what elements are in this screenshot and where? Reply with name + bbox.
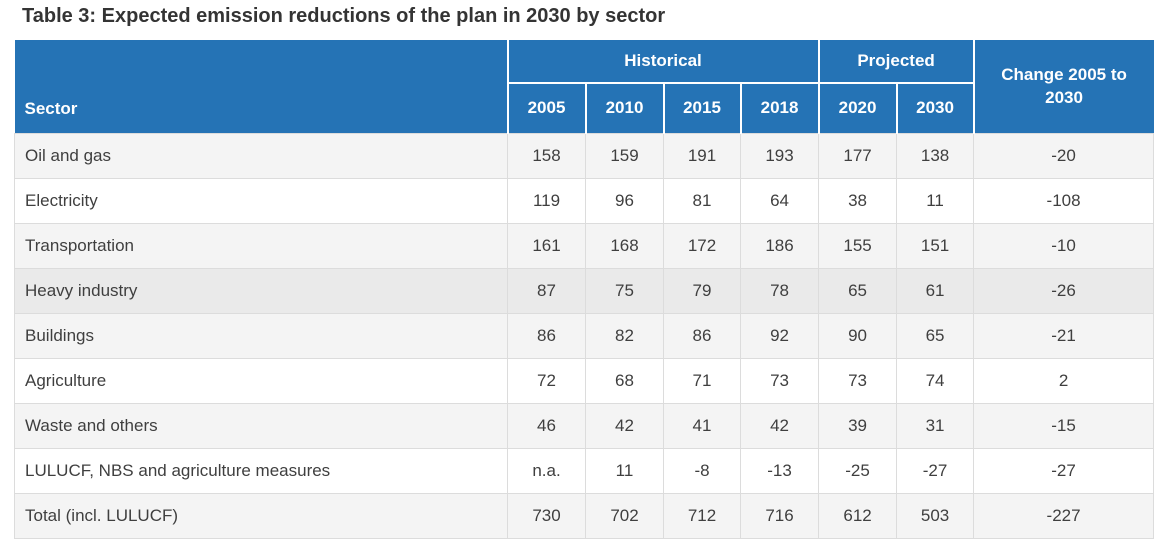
table-row: Heavy industry 87 75 79 78 65 61 -26 [14, 267, 1155, 314]
header-year-2018: 2018 [740, 83, 820, 133]
value-cell: 702 [585, 492, 664, 539]
value-cell: 612 [818, 492, 898, 539]
header-year-2015: 2015 [663, 83, 742, 133]
header-year-2030: 2030 [896, 83, 975, 133]
value-cell: 191 [663, 132, 741, 179]
value-cell: 177 [818, 132, 898, 179]
value-cell: 168 [585, 222, 664, 269]
value-cell: 138 [896, 132, 975, 179]
table-body: Oil and gas 158 159 191 193 177 138 -20 Electric… [14, 132, 1155, 539]
value-cell: 712 [663, 492, 741, 539]
value-cell: 161 [507, 222, 586, 269]
value-cell: -21 [973, 312, 1155, 359]
header-group-projected: Projected [818, 40, 975, 84]
sector-cell: LULUCF, NBS and agriculture measures [14, 447, 508, 494]
value-cell: 65 [818, 267, 898, 314]
value-cell: 2 [973, 357, 1155, 404]
page: Table 3: Expected emission reductions of… [14, 5, 1155, 539]
value-cell: -26 [973, 267, 1155, 314]
value-cell: 81 [663, 177, 741, 224]
value-cell: -13 [739, 447, 820, 494]
value-cell: 72 [507, 357, 586, 404]
value-cell: 158 [507, 132, 586, 179]
table-title: Table 3: Expected emission reductions of… [22, 5, 666, 27]
value-cell: 730 [507, 492, 586, 539]
value-cell: 42 [585, 402, 664, 449]
value-cell: 186 [739, 222, 820, 269]
value-cell: 86 [663, 312, 741, 359]
header-change-2005-2030: Change 2005 to 2030 [973, 40, 1154, 133]
header-year-2005: 2005 [507, 83, 587, 133]
sector-cell: Electricity [14, 177, 508, 224]
value-cell: 503 [896, 492, 975, 539]
value-cell: 42 [739, 402, 820, 449]
header-year-row: 2005 2010 2015 2018 2020 2030 [15, 83, 1154, 133]
value-cell: 86 [507, 312, 586, 359]
value-cell: 82 [585, 312, 664, 359]
value-cell: -227 [973, 492, 1155, 539]
table-row: Electricity 119 96 81 64 38 11 -108 [14, 177, 1155, 224]
value-cell: -15 [973, 402, 1155, 449]
value-cell: 79 [663, 267, 741, 314]
value-cell: -20 [973, 132, 1155, 179]
value-cell: 172 [663, 222, 741, 269]
value-cell: 11 [896, 177, 975, 224]
value-cell: 73 [739, 357, 820, 404]
sector-cell: Heavy industry [14, 267, 508, 314]
value-cell: 74 [896, 357, 975, 404]
emissions-table: Sector Historical Projected Change 2005 … [14, 40, 1155, 539]
value-cell: 46 [507, 402, 586, 449]
value-cell: 68 [585, 357, 664, 404]
value-cell: 39 [818, 402, 898, 449]
table-row: Total (incl. LULUCF) 730 702 712 716 612 503 -2… [14, 492, 1155, 539]
sector-cell: Buildings [14, 312, 508, 359]
header-group-historical: Historical [507, 40, 820, 84]
table-row: Buildings 86 82 86 92 90 65 -21 [14, 312, 1155, 359]
sector-cell: Agriculture [14, 357, 508, 404]
value-cell: 193 [739, 132, 820, 179]
value-cell: 119 [507, 177, 586, 224]
value-cell: -10 [973, 222, 1155, 269]
value-cell: 65 [896, 312, 975, 359]
table-header: Sector Historical Projected Change 2005 … [14, 40, 1154, 133]
sector-cell: Total (incl. LULUCF) [14, 492, 508, 539]
value-cell: 61 [896, 267, 975, 314]
value-cell: -25 [818, 447, 898, 494]
value-cell: 90 [818, 312, 898, 359]
value-cell: 78 [739, 267, 820, 314]
header-sector: Sector [14, 40, 509, 133]
table-row: Agriculture 72 68 71 73 73 74 2 [14, 357, 1155, 404]
value-cell: 92 [739, 312, 820, 359]
value-cell: -27 [896, 447, 975, 494]
value-cell: n.a. [507, 447, 586, 494]
header-group-row: Sector Historical Projected Change 2005 … [14, 40, 1154, 133]
value-cell: 96 [585, 177, 664, 224]
value-cell: 716 [739, 492, 820, 539]
header-year-2020: 2020 [818, 83, 898, 133]
value-cell: 159 [585, 132, 664, 179]
value-cell: 87 [507, 267, 586, 314]
value-cell: 38 [818, 177, 898, 224]
sector-cell: Waste and others [14, 402, 508, 449]
table-row: Waste and others 46 42 41 42 39 31 -15 [14, 402, 1155, 449]
value-cell: 64 [739, 177, 820, 224]
value-cell: 71 [663, 357, 741, 404]
value-cell: 41 [663, 402, 741, 449]
sector-cell: Oil and gas [14, 132, 508, 179]
table-row: Oil and gas 158 159 191 193 177 138 -20 [14, 132, 1155, 179]
value-cell: 151 [896, 222, 975, 269]
value-cell: 11 [585, 447, 664, 494]
header-year-2010: 2010 [585, 83, 665, 133]
value-cell: -108 [973, 177, 1155, 224]
value-cell: 31 [896, 402, 975, 449]
sector-cell: Transportation [14, 222, 508, 269]
value-cell: 155 [818, 222, 898, 269]
value-cell: -8 [663, 447, 741, 494]
value-cell: -27 [973, 447, 1155, 494]
table-row: LULUCF, NBS and agriculture measures n.a.… [14, 447, 1155, 494]
value-cell: 73 [818, 357, 898, 404]
table-row: Transportation 161 168 172 186 155 151 -10 [14, 222, 1155, 269]
value-cell: 75 [585, 267, 664, 314]
